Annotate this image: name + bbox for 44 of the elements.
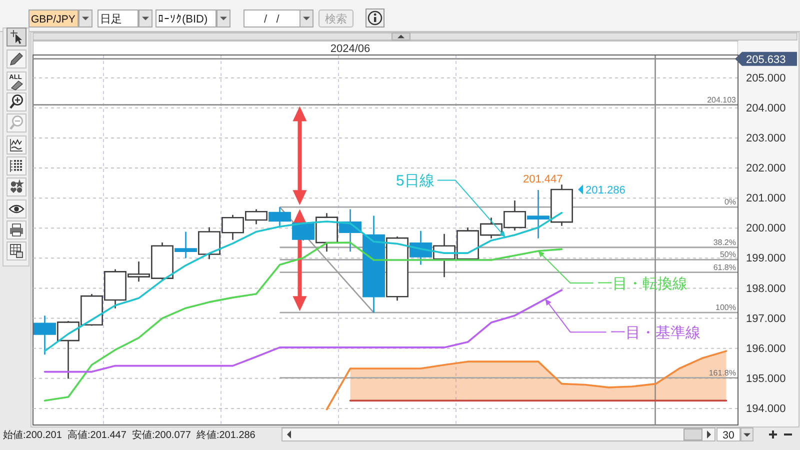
y-tick-label: 204.000: [746, 102, 786, 114]
text: 一目・基準線: [610, 324, 700, 342]
y-tick-label: 203.000: [746, 132, 786, 144]
annotation: 201.447: [522, 174, 563, 186]
line-series: [44, 289, 563, 373]
candlestick: [316, 212, 338, 252]
y-tick-label: 200.000: [746, 222, 786, 235]
candlestick: [268, 206, 291, 227]
annotation: 0%: [724, 198, 736, 207]
chart-title: GBP/JPY: [31, 14, 76, 26]
y-tick-label: 205.000: [746, 72, 786, 84]
candlestick: [527, 189, 550, 239]
symbol-dropdown: GBP/JPY: [28, 10, 78, 28]
y-tick-label: 196.000: [746, 342, 786, 355]
count-field: 30: [716, 428, 740, 442]
candlestick: [174, 231, 197, 259]
y-tick-label: 195.000: [746, 372, 786, 385]
x-tick-label: 2024/06: [330, 43, 370, 55]
line-series: [44, 242, 563, 402]
y-tick-label: 199.000: [746, 252, 786, 265]
annotation: 61.8%: [713, 262, 736, 272]
y-tick-label: 197.000: [746, 312, 786, 325]
date-field: / /: [244, 10, 300, 28]
annotation: 161.8%: [708, 368, 736, 378]
ref-line-label: 204.103: [707, 95, 737, 104]
candlestick: [292, 221, 314, 242]
annotation: 50%: [720, 250, 736, 260]
candlestick: [362, 215, 385, 314]
candlestick: [34, 314, 56, 356]
y-tick-label: 194.000: [746, 402, 786, 415]
annotation: 201.286: [586, 184, 626, 196]
chart-style-dropdown: ﾛｰｿｸ(BID): [156, 10, 216, 28]
search-button: 検索: [318, 10, 354, 28]
annotation: 38.2%: [713, 238, 736, 247]
ref-line-label: 205.633: [746, 54, 786, 66]
candlestick: [550, 184, 573, 226]
y-tick-label: 201.000: [746, 192, 786, 205]
y-tick-label: 198.000: [746, 282, 786, 295]
timeframe-dropdown: 日足: [98, 10, 138, 28]
text: 始値:200.201 高値:201.447 安値:200.077 終値:201.286: [3, 429, 256, 441]
y-tick-label: 202.000: [746, 162, 786, 175]
text: 5日線: [396, 172, 434, 190]
annotation: 100%: [716, 303, 736, 312]
candlestick: [386, 236, 408, 302]
